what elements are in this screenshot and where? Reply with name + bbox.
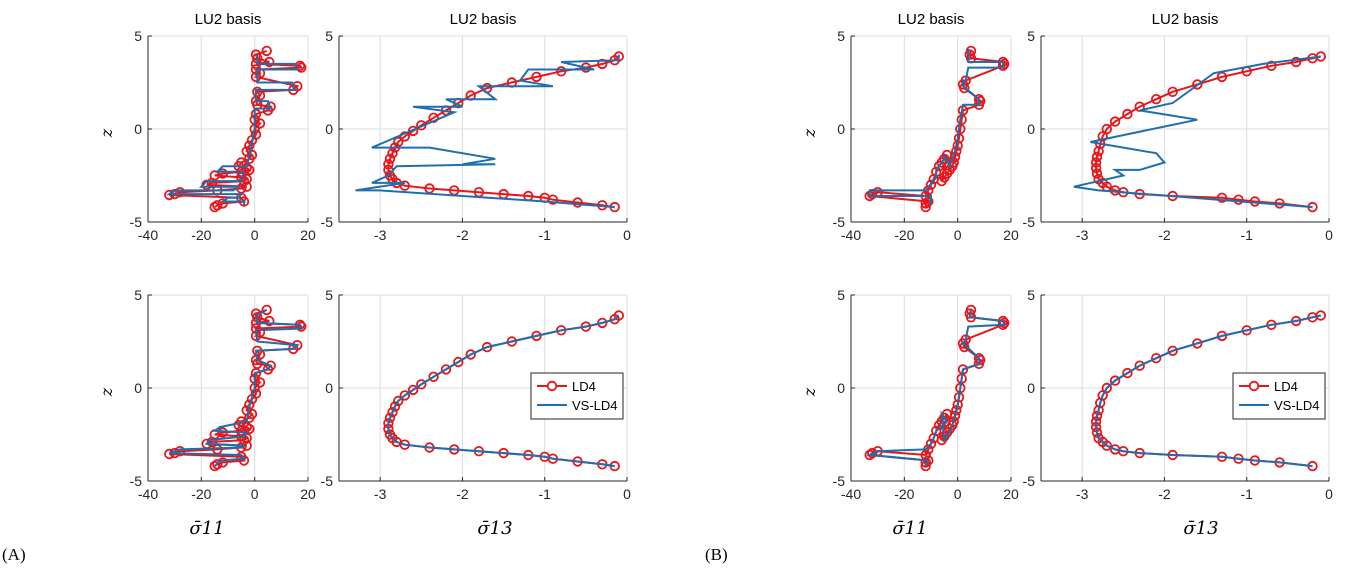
y-tick-label: 0 (837, 380, 845, 396)
y-tick-label: 5 (134, 28, 142, 44)
series-line-ld4 (1096, 57, 1321, 208)
x-tick-label: -20 (191, 227, 211, 243)
legend-label: LD4 (572, 379, 596, 394)
legend: LD4 VS-LD4 (531, 373, 623, 419)
legend-label: VS-LD4 (1274, 398, 1320, 413)
chart-A-top-s11: -40 -20 0 20-505LU2 basisz (97, 11, 316, 243)
x-tick-label: 20 (300, 227, 316, 243)
y-tick-label: 0 (325, 380, 333, 396)
x-tick-label: 0 (251, 227, 259, 243)
y-axis-label: z (97, 387, 116, 397)
legend-label: VS-LD4 (572, 398, 618, 413)
chart-title: LU2 basis (1152, 11, 1219, 28)
y-tick-label: 0 (325, 121, 333, 137)
series-line-vs-ld4 (356, 55, 619, 208)
y-tick-label: 5 (1027, 287, 1035, 303)
y-tick-label: 5 (325, 287, 333, 303)
y-tick-label: -5 (321, 473, 334, 489)
x-tick-label: 20 (1003, 486, 1019, 502)
y-tick-label: -5 (130, 473, 143, 489)
chart-B-top-s11: -40 -20 0 20 -5 0 5 LU2 basis z (800, 11, 1019, 243)
y-axis-label: z (97, 128, 116, 138)
y-tick-label: 5 (837, 287, 845, 303)
y-axis-label: z (800, 128, 819, 138)
x-tick-label: -20 (894, 486, 914, 502)
y-tick-label: -5 (833, 214, 846, 230)
y-tick-label: 0 (837, 121, 845, 137)
chart-B-bottom-s11: -40 -20 0 20 -5 0 5 z (800, 287, 1019, 502)
y-tick-label: 0 (134, 121, 142, 137)
x-tick-label: -2 (456, 227, 469, 243)
series-line-ld4 (388, 57, 618, 208)
x-tick-label: 20 (300, 486, 316, 502)
x-tick-label: -20 (191, 486, 211, 502)
xlabel-a-sigma13: σ̄13 (477, 518, 512, 539)
y-tick-label: 0 (1027, 380, 1035, 396)
x-tick-label: -1 (538, 486, 551, 502)
legend: LD4 VS-LD4 (1233, 373, 1325, 419)
x-tick-label: 0 (623, 486, 631, 502)
x-tick-label: 0 (954, 486, 962, 502)
y-tick-label: 5 (134, 287, 142, 303)
y-axis-label: z (800, 387, 819, 397)
y-tick-label: 0 (1027, 121, 1035, 137)
chart-A-bottom-s11: -40 -20 0 20 -5 0 5 z (97, 287, 316, 502)
legend-marker-ld4 (548, 382, 557, 391)
legend-label: LD4 (1274, 379, 1298, 394)
x-tick-label: -3 (374, 227, 387, 243)
x-tick-label: -1 (1240, 227, 1253, 243)
y-tick-label: 0 (134, 380, 142, 396)
y-tick-label: -5 (1023, 214, 1036, 230)
y-tick-label: -5 (833, 473, 846, 489)
xlabel-a-sigma11: σ̄11 (189, 518, 224, 539)
chart-B-bottom-s13: -3 -2 -1 0 -5 0 5 LD4 VS-LD4 (1023, 287, 1334, 502)
chart-A-top-s13: -3 -2 -1 0 -5 0 5 LU2 basis (321, 11, 632, 243)
xlabel-b-sigma11: σ̄11 (892, 518, 927, 539)
chart-title: LU2 basis (898, 11, 965, 28)
chart-title: LU2 basis (450, 11, 517, 28)
x-tick-label: 0 (954, 227, 962, 243)
x-tick-label: 0 (623, 227, 631, 243)
x-tick-label: -3 (1076, 486, 1089, 502)
legend-marker-ld4 (1250, 382, 1259, 391)
x-tick-label: -2 (1158, 486, 1171, 502)
x-tick-label: 0 (1325, 227, 1333, 243)
y-tick-label: -5 (1023, 473, 1036, 489)
chart-B-top-s13: -3 -2 -1 0 -5 0 5 LU2 basis (1023, 11, 1334, 243)
x-tick-label: -2 (456, 486, 469, 502)
y-tick-label: 5 (837, 28, 845, 44)
xlabel-b-sigma13: σ̄13 (1183, 518, 1218, 539)
y-tick-label: -5 (130, 214, 143, 230)
y-tick-label: 5 (325, 28, 333, 44)
x-tick-label: -3 (1076, 227, 1089, 243)
chart-title: LU2 basis (195, 11, 262, 28)
panel-label-b: (B) (705, 545, 728, 564)
x-tick-label: 0 (1325, 486, 1333, 502)
chart-A-bottom-s13: -3 -2 -1 0 -5 0 5 LD4 VS-LD4 (321, 287, 632, 502)
x-tick-label: -3 (374, 486, 387, 502)
x-tick-label: -2 (1158, 227, 1171, 243)
x-tick-label: 20 (1003, 227, 1019, 243)
x-tick-label: -1 (1240, 486, 1253, 502)
y-tick-label: -5 (321, 214, 334, 230)
x-tick-label: 0 (251, 486, 259, 502)
panel-label-a: (A) (2, 545, 26, 564)
y-tick-label: 5 (1027, 28, 1035, 44)
x-tick-label: -1 (538, 227, 551, 243)
x-tick-label: -20 (894, 227, 914, 243)
